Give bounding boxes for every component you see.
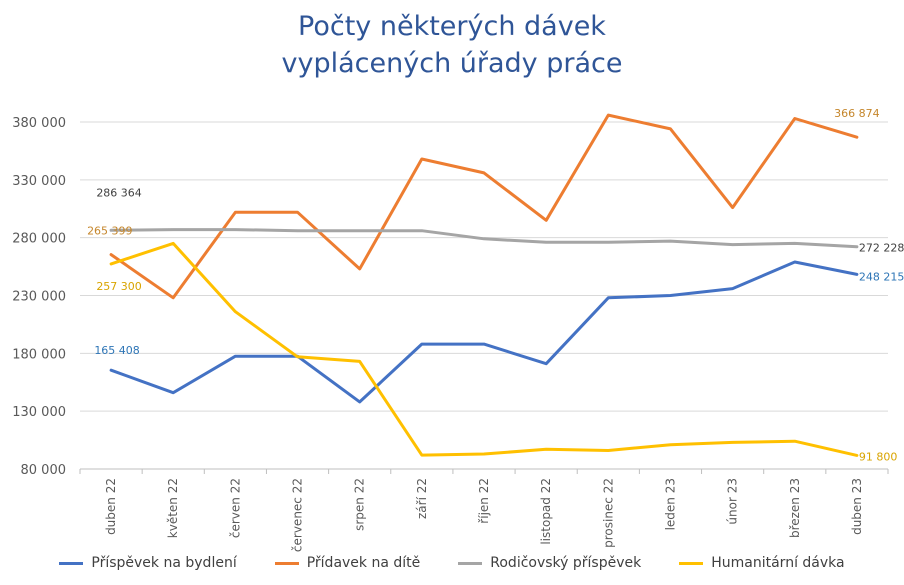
x-tick-label: září 22 [415, 478, 429, 519]
legend-swatch [59, 561, 84, 565]
y-tick-label: 80 000 [21, 463, 67, 478]
legend-label: Humanitární dávka [711, 555, 845, 571]
y-tick-label: 130 000 [12, 405, 66, 420]
data-label: 265 399 [87, 225, 133, 238]
x-tick-label: červenec 22 [291, 478, 305, 552]
x-tick-label: srpen 22 [353, 478, 367, 531]
data-label: 366 874 [834, 107, 880, 120]
data-label: 272 228 [859, 242, 904, 255]
chart-title-line1: Počty některých dávek [298, 11, 606, 42]
x-tick-label: leden 23 [663, 478, 677, 530]
chart-title: Počty některých dávek vyplácených úřady … [0, 8, 904, 82]
y-tick-label: 280 000 [12, 232, 66, 247]
legend: Příspěvek na bydlení Přídavek na dítě Ro… [0, 551, 904, 575]
legend-label: Rodičovský příspěvek [490, 555, 642, 571]
y-tick-label: 180 000 [12, 347, 66, 362]
x-tick-label: březen 23 [788, 478, 802, 538]
chart-title-line2: vyplácených úřady práce [281, 48, 623, 79]
x-tick-label: říjen 22 [477, 478, 491, 524]
x-tick-label: červen 22 [228, 478, 242, 538]
legend-label: Přídavek na dítě [306, 555, 421, 571]
legend-item: Přídavek na dítě [274, 555, 421, 571]
series-line [109, 228, 859, 249]
legend-label: Příspěvek na bydlení [91, 555, 237, 571]
legend-swatch [679, 561, 704, 565]
data-label: 91 800 [859, 450, 898, 463]
legend-swatch [458, 561, 483, 565]
x-tick-label: duben 22 [104, 478, 118, 535]
x-tick-label: květen 22 [166, 478, 180, 538]
data-label: 286 364 [96, 186, 142, 199]
legend-item: Příspěvek na bydlení [59, 555, 237, 571]
legend-item: Rodičovský příspěvek [458, 555, 641, 571]
x-tick-label: duben 23 [850, 478, 864, 535]
series-line [109, 260, 859, 404]
data-label: 165 408 [94, 344, 140, 357]
y-tick-label: 380 000 [12, 116, 66, 131]
data-label: 248 215 [859, 270, 904, 283]
y-tick-label: 230 000 [12, 290, 66, 305]
data-label: 257 300 [96, 280, 142, 293]
series-line [109, 241, 859, 457]
x-tick-label: listopad 22 [539, 478, 553, 545]
series-line [109, 113, 859, 300]
legend-item: Humanitární dávka [679, 555, 845, 571]
x-tick-label: prosinec 22 [601, 478, 615, 548]
y-tick-label: 330 000 [12, 174, 66, 189]
legend-swatch [274, 561, 299, 565]
x-tick-label: únor 23 [726, 478, 740, 525]
